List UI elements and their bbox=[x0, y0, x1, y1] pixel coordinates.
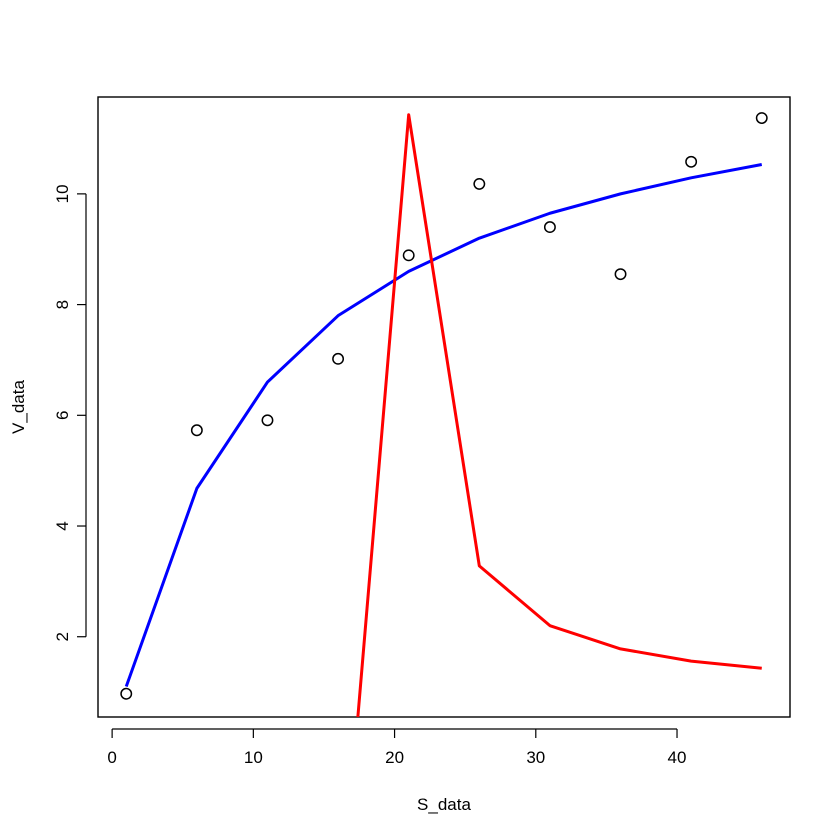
y-axis-label: V_data bbox=[9, 380, 28, 434]
data-point bbox=[614, 268, 627, 281]
data-point bbox=[332, 352, 345, 365]
x-tick-label: 10 bbox=[244, 748, 263, 767]
data-point bbox=[261, 414, 274, 427]
data-point bbox=[402, 249, 415, 262]
x-tick-label: 20 bbox=[385, 748, 404, 767]
data-point bbox=[543, 221, 556, 234]
data-point bbox=[120, 687, 133, 700]
x-axis-label: S_data bbox=[417, 795, 471, 814]
series-line-1 bbox=[124, 163, 763, 688]
data-point bbox=[473, 177, 486, 190]
y-axis: 2 4 6 8 10 bbox=[53, 184, 87, 641]
x-tick-label: 0 bbox=[107, 748, 116, 767]
y-tick-label: 6 bbox=[53, 411, 72, 420]
x-axis: 0 10 20 30 40 bbox=[107, 728, 687, 767]
plot-frame bbox=[97, 96, 791, 718]
data-point bbox=[190, 424, 203, 437]
y-tick-label: 2 bbox=[53, 632, 72, 641]
data-point bbox=[755, 112, 768, 124]
series-layer bbox=[120, 112, 768, 717]
y-tick-label: 8 bbox=[53, 300, 72, 309]
x-tick-label: 30 bbox=[526, 748, 545, 767]
x-tick-label: 40 bbox=[668, 748, 687, 767]
y-tick-label: 4 bbox=[53, 521, 72, 530]
series-line-2 bbox=[356, 113, 762, 717]
data-point bbox=[685, 155, 698, 168]
y-tick-label: 10 bbox=[53, 184, 72, 203]
